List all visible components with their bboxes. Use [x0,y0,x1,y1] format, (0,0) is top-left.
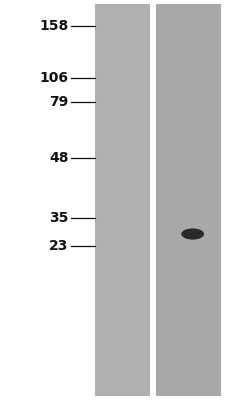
Ellipse shape [180,228,203,240]
Bar [150,4,155,396]
Text: 48: 48 [49,151,68,165]
Bar [94,4,150,396]
Text: 106: 106 [39,71,68,85]
Text: 23: 23 [49,239,68,253]
Text: 79: 79 [49,95,68,109]
Bar [155,4,220,396]
Text: 35: 35 [49,211,68,225]
Text: 158: 158 [39,19,68,33]
